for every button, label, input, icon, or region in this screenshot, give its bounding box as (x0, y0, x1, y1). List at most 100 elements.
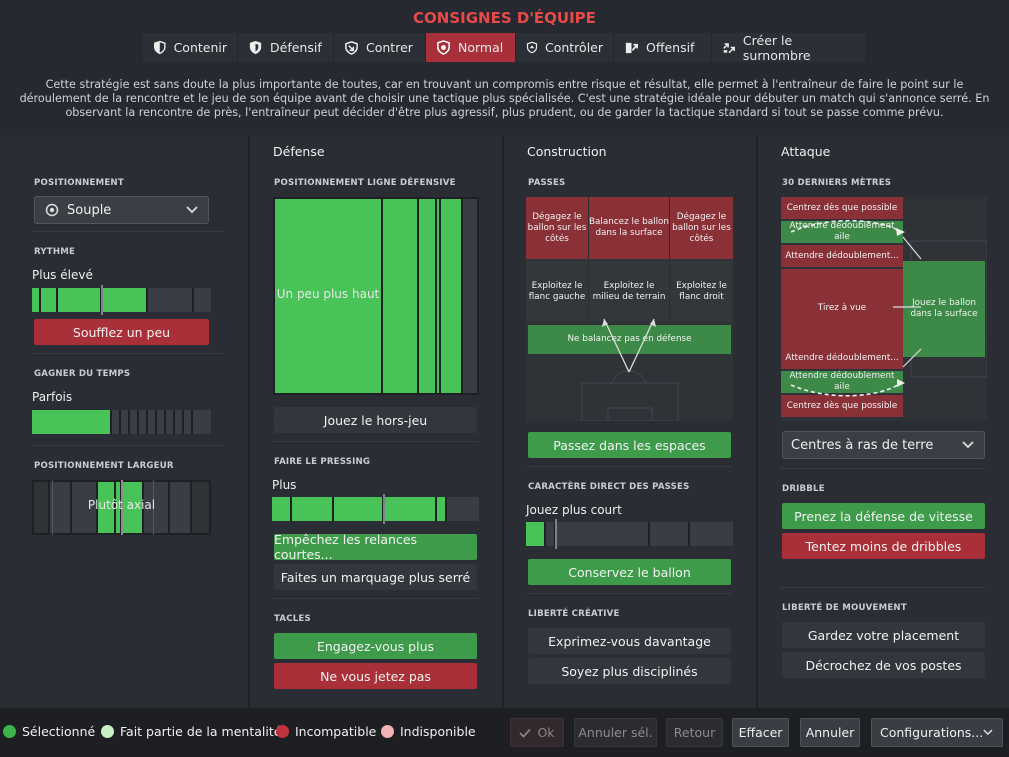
cancel-button[interactable]: Annuler (800, 718, 860, 747)
tempo-lower-button[interactable]: Soufflez un peu (34, 319, 209, 345)
column-divider (502, 135, 504, 708)
tab-control[interactable]: Contrôler (516, 33, 614, 62)
tab-label: Contrer (366, 40, 413, 55)
legend-incompatible: Incompatible (276, 724, 376, 739)
retain-possession-button[interactable]: Conservez le ballon (528, 559, 731, 585)
cross-early-bottom-cell[interactable]: Centrez dès que possible (781, 395, 903, 417)
run-at-defence-button[interactable]: Prenez la défense de vitesse (782, 503, 985, 529)
clear-button[interactable]: Effacer (732, 718, 789, 747)
wait-overlap-top-cell[interactable]: Attendre dédoublement... (781, 245, 903, 267)
tab-contain[interactable]: Contenir (143, 33, 238, 62)
ok-button[interactable]: Ok (510, 718, 564, 747)
tab-overload[interactable]: Créer le surnombre (712, 32, 865, 63)
counter-arrow-icon (345, 41, 358, 55)
slider-marker (101, 285, 103, 315)
crossing-dropdown[interactable]: Centres à ras de terre (782, 431, 985, 459)
tackle-harder-button[interactable]: Engagez-vous plus (274, 633, 477, 659)
control-icon (526, 41, 538, 54)
back-button[interactable]: Retour (666, 718, 723, 747)
undo-selection-button[interactable]: Annuler sél. (574, 718, 657, 747)
middle-cell[interactable]: Exploitez le milieu de terrain (589, 261, 670, 323)
tab-attacking[interactable]: Offensif (614, 33, 712, 62)
divider (32, 231, 224, 232)
pressing-slider[interactable] (272, 497, 479, 521)
legend-dot-icon (276, 725, 289, 738)
chevron-down-icon (983, 729, 993, 736)
column-divider (248, 135, 250, 708)
section-title-pressing: FAIRE LE PRESSING (274, 457, 371, 467)
be-expressive-button[interactable]: Exprimez-vous davantage (528, 628, 731, 654)
page-title: CONSIGNES D'ÉQUIPE (413, 9, 596, 27)
tab-defensive[interactable]: Défensif (238, 33, 334, 62)
divider (32, 445, 224, 446)
clear-left-cell[interactable]: Dégagez le ballon sur les côtés (526, 197, 589, 259)
tempo-slider[interactable] (32, 288, 211, 312)
defensive-line-value: Un peu plus haut (276, 287, 380, 301)
column-header-build: Construction (527, 144, 607, 159)
section-title-width: POSITIONNEMENT LARGEUR (34, 461, 174, 471)
width-value: Plutôt axial (87, 498, 156, 512)
legend-dot-icon (3, 725, 16, 738)
divider (32, 353, 224, 354)
section-title-dribbling: DRIBBLE (782, 484, 825, 494)
overlap-top-cell[interactable]: Attendre dédoublement aile (781, 221, 903, 243)
final-third-pitch: Centrez dès que possible Attendre dédoub… (781, 197, 987, 421)
shoot-on-sight-cell[interactable]: Tirez à vue (781, 269, 903, 347)
legend-dot-icon (101, 725, 114, 738)
shield-half-icon (154, 40, 166, 55)
width-slider[interactable]: Plutôt axial (32, 480, 211, 535)
divider (780, 468, 986, 469)
tab-normal[interactable]: Normal (426, 33, 516, 62)
prevent-short-gk-button[interactable]: Empêchez les relances courtes... (274, 532, 477, 562)
tab-counter[interactable]: Contrer (334, 33, 426, 62)
column-header-attack: Attaque (781, 144, 831, 159)
configurations-button[interactable]: Configurations... (871, 718, 1003, 747)
roam-from-positions-button[interactable]: Décrochez de vos postes (782, 652, 985, 678)
tab-label: Défensif (270, 40, 322, 55)
offside-trap-button[interactable]: Jouez le hors-jeu (274, 407, 477, 433)
legend-label: Indisponible (400, 724, 476, 739)
wait-overlap-bottom-cell[interactable]: Attendre dédoublement... (781, 347, 903, 369)
cross-early-top-cell[interactable]: Centrez dès que possible (781, 197, 903, 219)
tab-label: Contrôler (544, 40, 603, 55)
tempo-value: Plus élevé (32, 268, 93, 282)
pass-arrows (602, 318, 656, 373)
timewasting-value: Parfois (32, 390, 73, 404)
defensive-line-selector[interactable]: Un peu plus haut (273, 197, 479, 395)
flank-right-cell[interactable]: Exploitez le flanc droit (670, 261, 733, 323)
slider-marker (555, 519, 557, 549)
positioning-dropdown[interactable]: Souple (34, 196, 209, 224)
attack-arrows (790, 219, 922, 397)
legend-selected: Sélectionné (3, 724, 95, 739)
section-title-passes: PASSES (528, 178, 566, 188)
flank-left-cell[interactable]: Exploitez le flanc gauche (526, 261, 589, 323)
timewasting-slider[interactable] (32, 410, 211, 434)
column-divider (756, 135, 758, 708)
work-into-box-cell[interactable]: Jouez le ballon dans la surface (903, 261, 985, 357)
pass-into-space-button[interactable]: Passez dans les espaces (528, 432, 731, 458)
divider (780, 587, 986, 588)
legend-label: Incompatible (295, 724, 377, 739)
clear-right-cell[interactable]: Dégagez le ballon sur les côtés (670, 197, 733, 259)
be-disciplined-button[interactable]: Soyez plus disciplinés (528, 658, 731, 684)
legend-label: Fait partie de la mentalité (120, 724, 282, 739)
mentality-tabs: Contenir Défensif Contrer Normal Contrôl… (143, 32, 865, 63)
stay-on-feet-button[interactable]: Ne vous jetez pas (274, 663, 477, 689)
clear-center-cell[interactable]: Balancez le ballon dans la surface (589, 197, 670, 259)
divider (526, 466, 732, 467)
tight-marking-button[interactable]: Faites un marquage plus serré (274, 564, 477, 590)
tab-label: Normal (458, 40, 504, 55)
attack-arrow-icon (625, 42, 638, 54)
ok-label: Ok (537, 725, 555, 740)
dribble-less-button[interactable]: Tentez moins de dribbles (782, 533, 985, 559)
directness-slider[interactable] (526, 522, 733, 546)
pressing-value: Plus (272, 478, 297, 492)
hold-position-button[interactable]: Gardez votre placement (782, 622, 985, 648)
no-long-balls-cell[interactable]: Ne balancez pas en défense (528, 325, 731, 354)
overlap-bottom-cell[interactable]: Attendre dédoublement aile (781, 371, 903, 393)
divider (272, 441, 478, 442)
chevron-down-icon (186, 206, 198, 214)
section-title-tackling: TACLES (274, 614, 311, 624)
tab-label: Créer le surnombre (742, 32, 811, 63)
legend-mentality: Fait partie de la mentalité (101, 724, 281, 739)
